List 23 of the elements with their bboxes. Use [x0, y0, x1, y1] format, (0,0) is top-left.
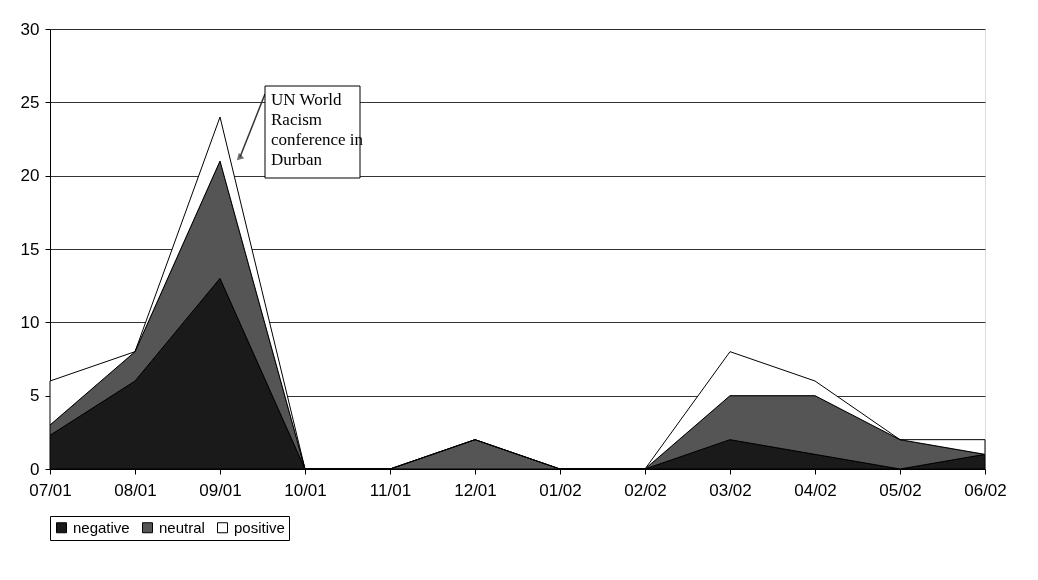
x-tick-label: 03/02: [709, 480, 752, 500]
x-tick-label: 10/01: [284, 480, 327, 500]
x-tick-label: 11/01: [369, 480, 412, 500]
y-tick-label: 10: [20, 312, 40, 332]
x-tick-label: 09/01: [199, 480, 242, 500]
y-tick-label: 30: [20, 19, 40, 39]
x-tick-label: 08/01: [114, 480, 157, 500]
annotation: UN World Racism conference in Durban: [271, 90, 364, 169]
legend-label: neutral: [159, 518, 205, 536]
legend-label: positive: [234, 518, 285, 536]
x-tick-label: 04/02: [794, 480, 837, 500]
y-tick-label: 0: [30, 459, 40, 479]
x-tick-label: 05/02: [879, 480, 922, 500]
x-tick-label: 01/02: [539, 480, 582, 500]
legend-label: negative: [73, 518, 130, 536]
x-tick-label: 02/02: [624, 480, 667, 500]
x-tick-label: 12/01: [454, 480, 497, 500]
y-tick-label: 5: [30, 386, 40, 406]
x-tick-label: 06/02: [964, 480, 1007, 500]
y-tick-label: 15: [20, 239, 40, 259]
x-tick-label: 07/01: [29, 480, 72, 500]
y-tick-label: 25: [20, 92, 40, 112]
y-tick-label: 20: [20, 166, 40, 186]
